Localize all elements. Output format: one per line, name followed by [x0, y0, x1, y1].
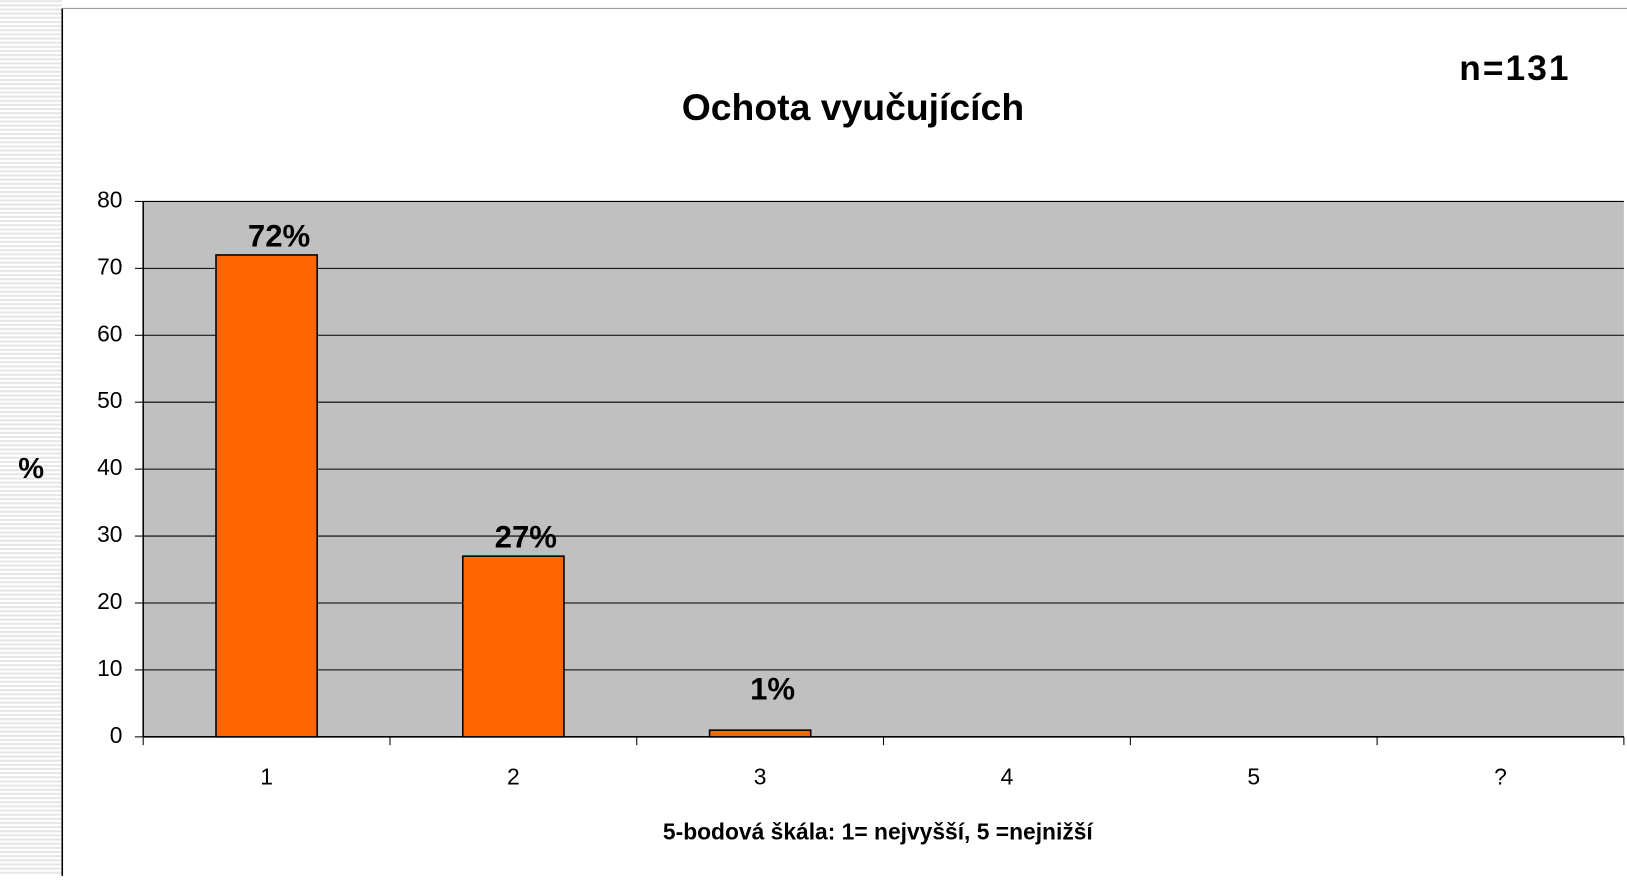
y-tick-label: 60 [97, 320, 122, 346]
x-tick-label: 4 [1001, 763, 1014, 789]
annotation: n=131 [1459, 49, 1570, 88]
data-label: 27% [495, 520, 557, 555]
side-stripes [0, 0, 63, 876]
bar [461, 555, 565, 738]
x-tick-label: 5 [1247, 763, 1260, 789]
y-tick-label: 0 [110, 722, 123, 748]
y-tick-label: 80 [97, 186, 122, 212]
x-tick-label: 3 [754, 763, 767, 789]
y-tick-label: 20 [97, 588, 122, 614]
y-tick-label: 10 [97, 655, 122, 681]
x-tick-label: 2 [507, 763, 520, 789]
x-axis-label: 5-bodová škála: 1= nejvyšší, 5 =nejnižší [663, 818, 1094, 844]
bar [215, 254, 318, 738]
y-tick-label: 50 [97, 387, 122, 413]
y-tick-label: 30 [97, 521, 122, 547]
y-axis-label: % [18, 453, 44, 485]
y-tick-label: 70 [97, 253, 122, 279]
data-label: 1% [750, 671, 795, 706]
x-tick-label: 1 [260, 763, 273, 789]
x-tick-label: ? [1494, 763, 1507, 789]
bar [708, 729, 812, 738]
data-label: 72% [248, 219, 310, 254]
chart-title: Ochota vyučujících [682, 86, 1024, 128]
y-tick-label: 40 [97, 454, 122, 480]
